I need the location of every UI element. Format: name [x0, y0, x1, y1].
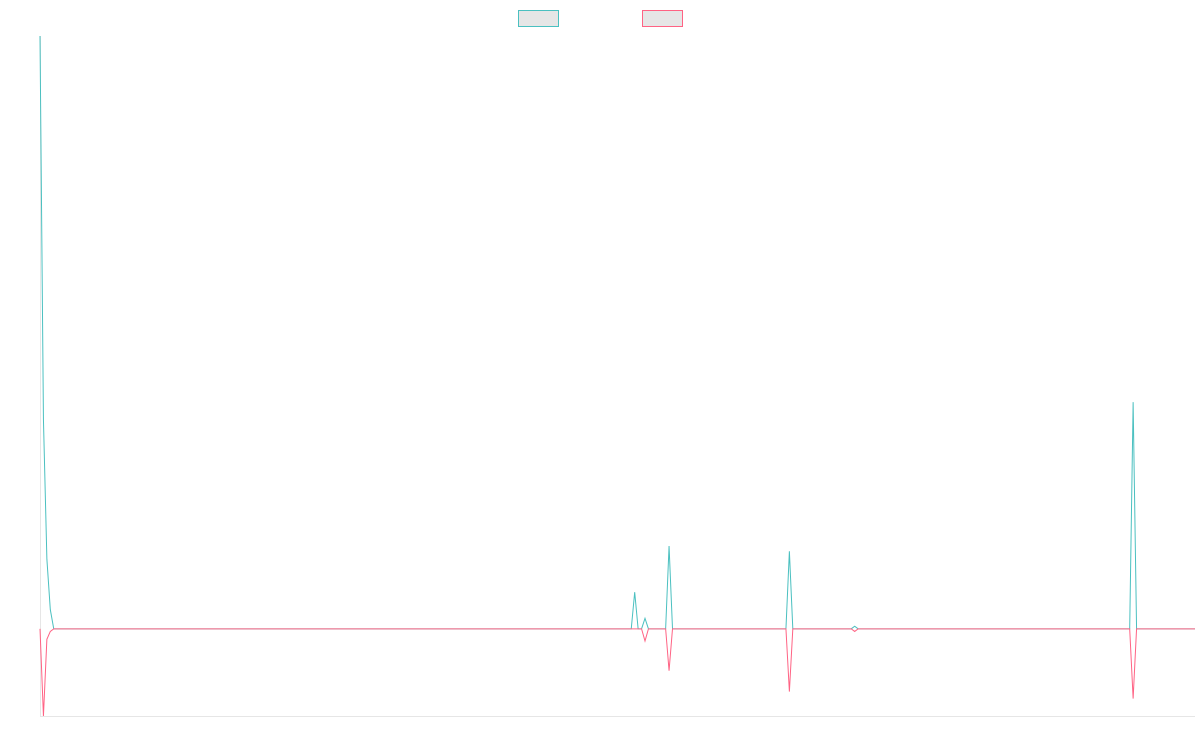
legend-swatch-2[interactable] — [642, 10, 683, 27]
series-line-2 — [39, 628, 1195, 717]
series-layer — [39, 35, 1195, 717]
legend[interactable] — [518, 10, 683, 27]
legend-swatch-1[interactable] — [518, 10, 559, 27]
series-line-1 — [39, 35, 1195, 630]
plot-area — [39, 35, 1195, 717]
